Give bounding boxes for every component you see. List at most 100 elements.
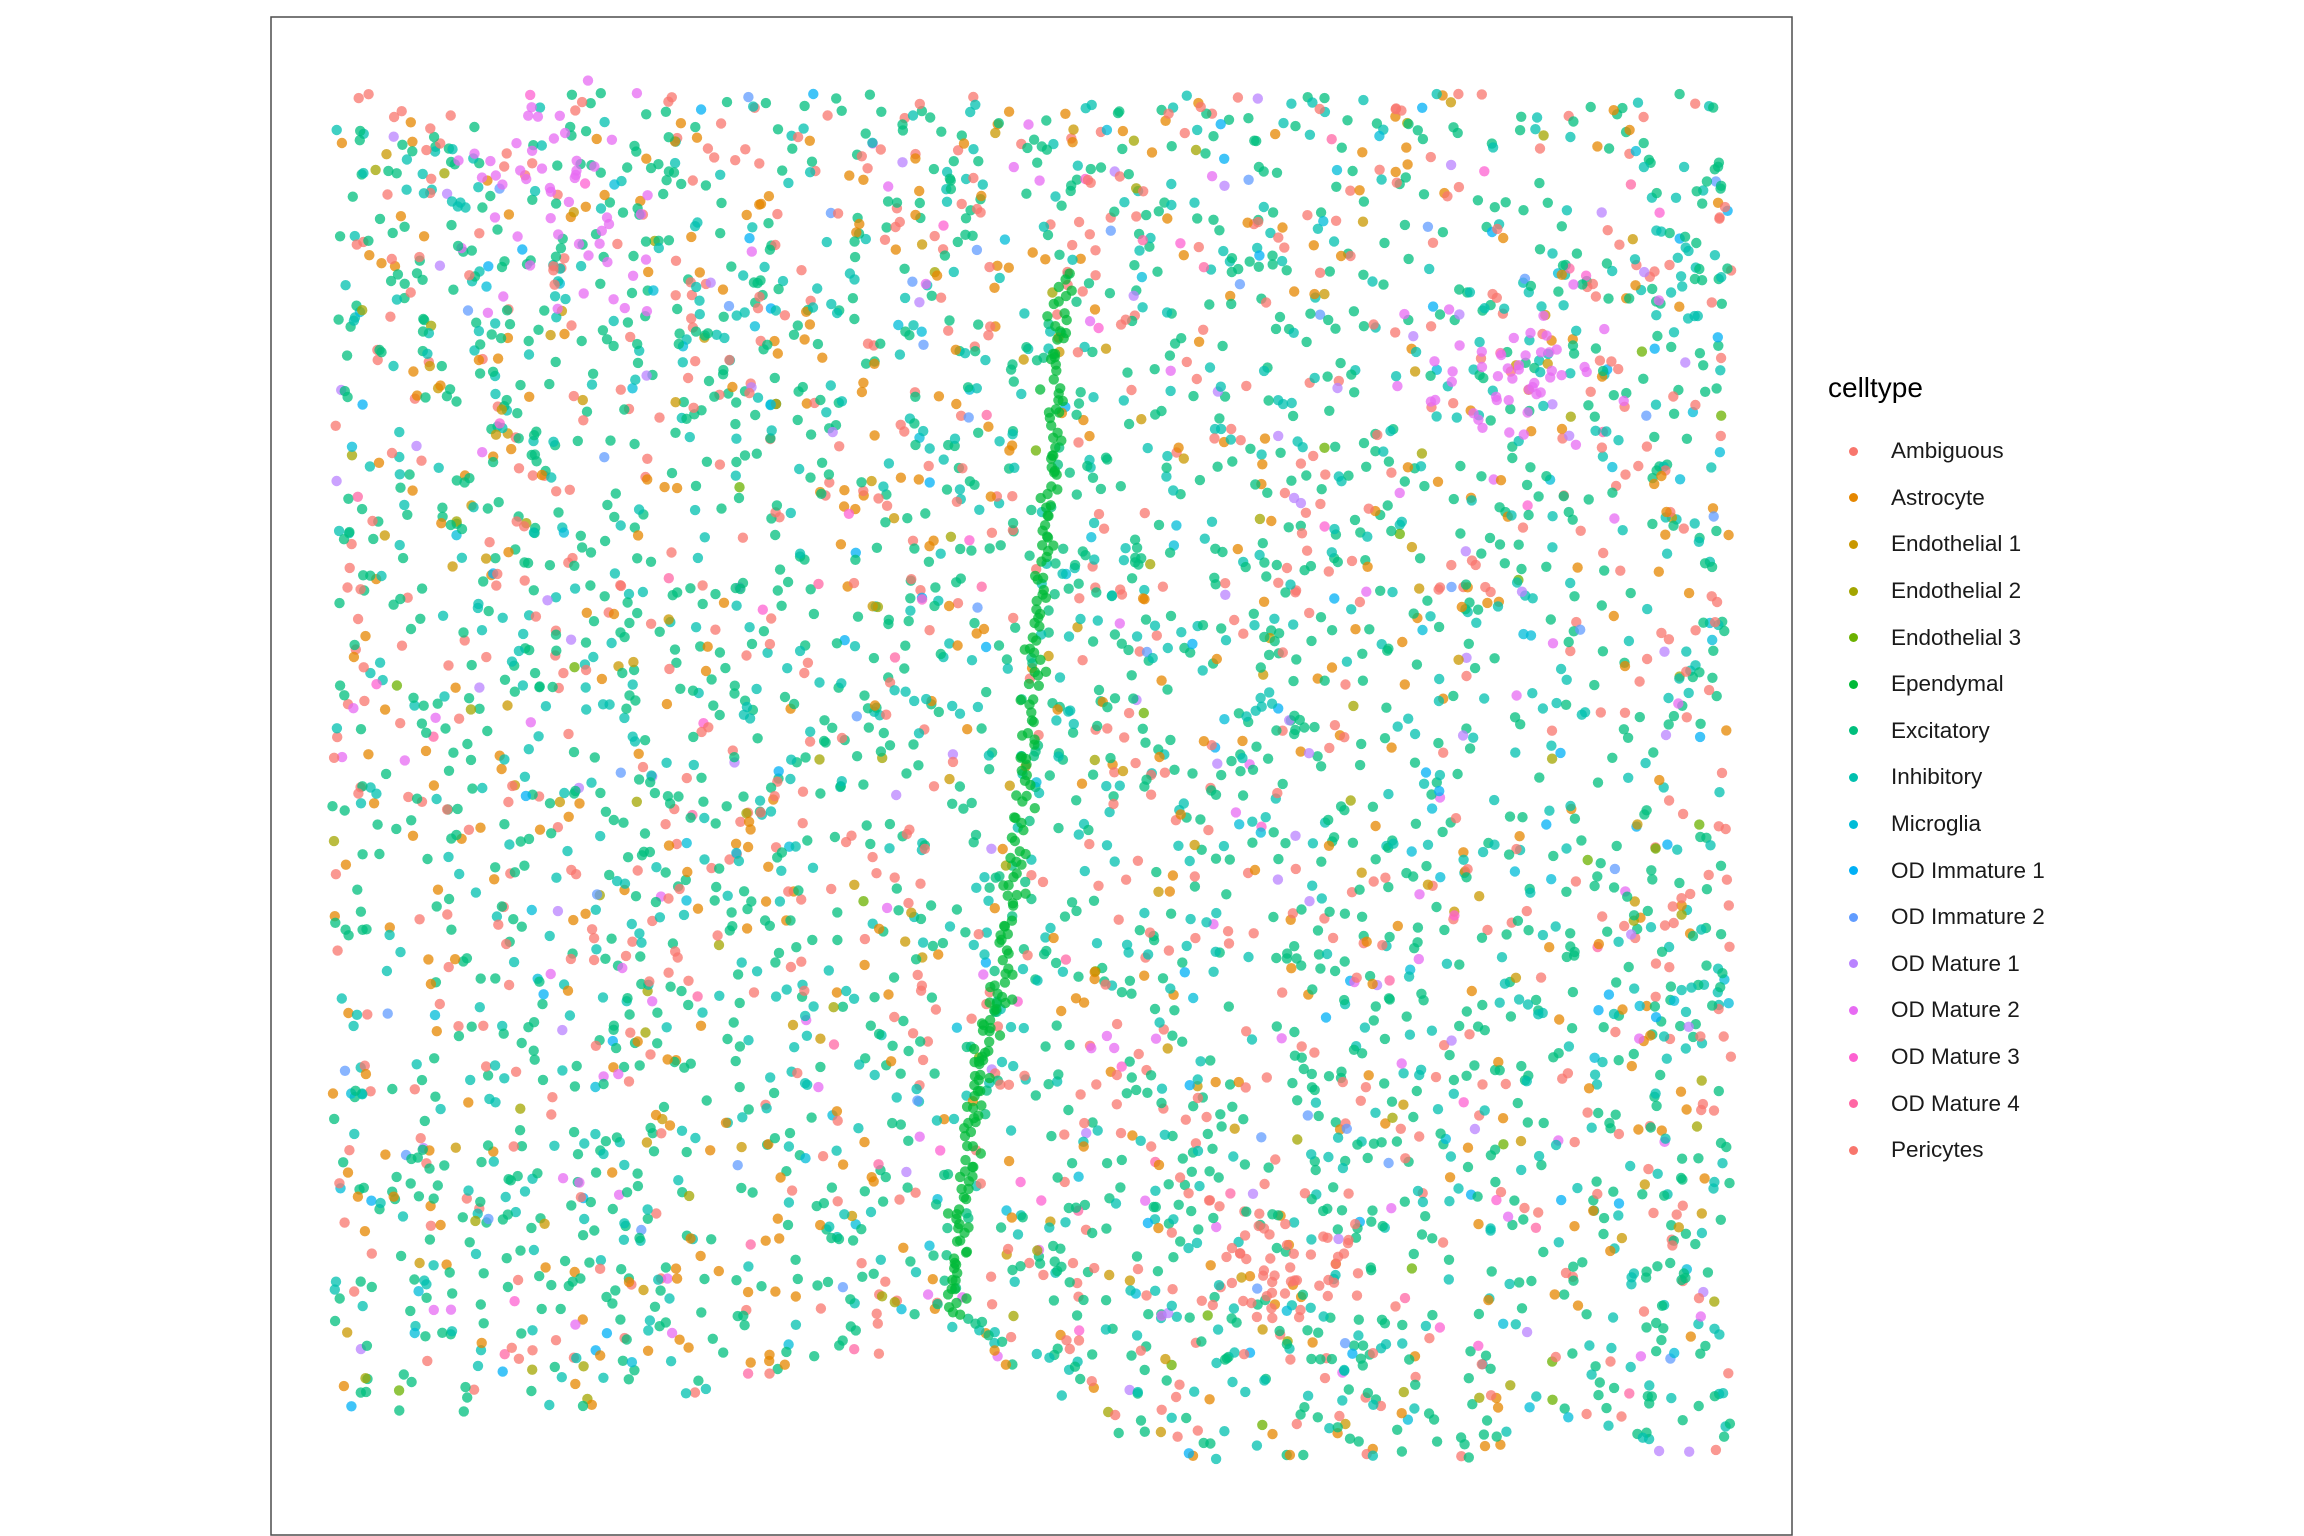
data-point xyxy=(878,481,889,492)
data-point xyxy=(746,246,757,257)
data-point xyxy=(1011,889,1023,901)
data-point xyxy=(1223,114,1235,126)
data-point xyxy=(1051,365,1062,376)
data-point xyxy=(1458,1097,1469,1108)
data-point xyxy=(334,231,346,242)
data-point xyxy=(1324,1423,1335,1434)
data-point xyxy=(550,592,562,603)
data-point xyxy=(1344,1433,1356,1444)
data-point xyxy=(769,1133,781,1144)
data-point xyxy=(852,611,864,622)
data-point xyxy=(922,1036,934,1047)
data-point xyxy=(1117,143,1128,155)
data-point xyxy=(952,640,963,651)
data-point xyxy=(1042,311,1053,322)
data-point xyxy=(1707,634,1718,646)
data-point xyxy=(552,303,563,314)
data-point xyxy=(1277,647,1289,658)
data-point xyxy=(1598,1212,1610,1224)
data-point xyxy=(598,1372,609,1384)
data-point xyxy=(1085,163,1097,175)
data-point xyxy=(831,638,843,649)
data-point xyxy=(848,577,860,589)
data-point xyxy=(1131,1084,1142,1096)
data-point xyxy=(1061,1335,1072,1346)
data-point xyxy=(899,292,911,304)
data-point xyxy=(1477,999,1488,1011)
data-point xyxy=(1723,1368,1734,1379)
data-point xyxy=(1462,864,1473,875)
data-point xyxy=(966,797,977,809)
data-point xyxy=(395,482,406,493)
data-point xyxy=(552,822,564,833)
data-point xyxy=(1275,447,1286,458)
data-point xyxy=(334,1293,345,1304)
data-point xyxy=(686,231,697,243)
data-point xyxy=(933,391,945,402)
data-point xyxy=(813,1081,824,1093)
data-point xyxy=(477,782,488,794)
data-point xyxy=(1439,924,1450,936)
data-point xyxy=(662,1054,673,1065)
data-point xyxy=(889,1011,900,1023)
data-point xyxy=(365,667,376,679)
data-point xyxy=(1064,1039,1075,1051)
data-point xyxy=(1232,543,1244,555)
data-point xyxy=(837,1282,849,1293)
data-point xyxy=(1386,467,1397,478)
data-point xyxy=(909,695,920,707)
data-point xyxy=(1639,266,1650,278)
data-point xyxy=(581,704,592,715)
data-point xyxy=(875,1254,886,1266)
data-point xyxy=(816,457,828,468)
data-point xyxy=(1339,956,1350,967)
data-point xyxy=(1724,1418,1736,1429)
data-point xyxy=(1216,769,1227,781)
data-point xyxy=(462,305,474,316)
data-point xyxy=(1178,453,1190,464)
data-point xyxy=(478,1020,489,1031)
data-point xyxy=(1019,1070,1030,1082)
data-point xyxy=(997,955,1008,966)
data-point xyxy=(1572,1182,1583,1194)
data-point xyxy=(1279,242,1290,253)
data-point xyxy=(1315,1354,1326,1365)
data-point xyxy=(1651,187,1662,199)
data-point xyxy=(670,1263,682,1274)
data-point xyxy=(339,385,350,397)
data-point xyxy=(1153,206,1165,217)
data-point xyxy=(1577,1257,1588,1268)
data-point xyxy=(409,1274,420,1285)
data-point xyxy=(1575,525,1586,536)
data-point xyxy=(1086,532,1097,543)
data-point xyxy=(1150,1033,1162,1044)
data-point xyxy=(420,392,431,403)
data-point xyxy=(1351,1290,1363,1301)
data-point xyxy=(684,431,695,443)
data-point xyxy=(1289,710,1300,721)
data-point xyxy=(1413,953,1425,965)
data-point xyxy=(597,699,609,710)
data-point xyxy=(831,93,842,104)
data-point xyxy=(1590,343,1602,354)
data-point xyxy=(599,189,610,201)
data-point xyxy=(388,131,399,142)
data-point xyxy=(396,640,408,651)
data-point xyxy=(1273,232,1284,243)
data-point xyxy=(388,111,400,123)
data-point xyxy=(526,145,538,156)
data-point xyxy=(1257,1419,1268,1431)
data-point xyxy=(1691,1121,1703,1132)
data-point xyxy=(1530,994,1542,1006)
data-point xyxy=(1403,971,1415,982)
data-point xyxy=(546,1109,557,1120)
data-point xyxy=(349,639,360,651)
data-point xyxy=(1546,740,1557,751)
data-point xyxy=(796,894,807,905)
data-point xyxy=(1527,688,1538,699)
data-point xyxy=(1323,314,1334,326)
data-point xyxy=(928,781,940,792)
data-point xyxy=(1295,458,1307,469)
data-point xyxy=(674,883,685,895)
data-point xyxy=(978,623,990,635)
